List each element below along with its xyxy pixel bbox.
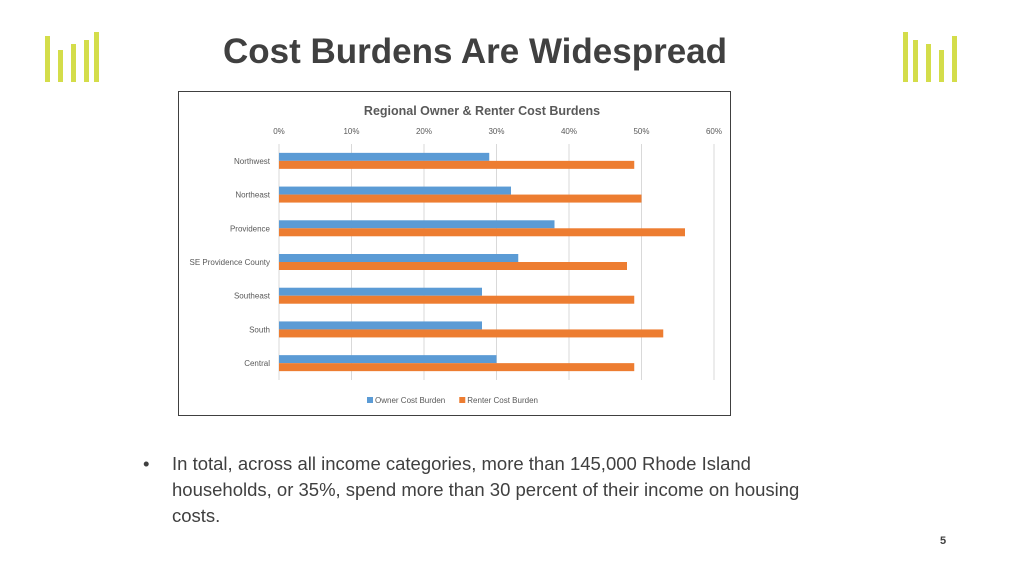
legend-swatch <box>459 397 466 403</box>
x-tick-label: 20% <box>416 127 432 136</box>
bar-renter <box>279 295 635 304</box>
legend-label: Renter Cost Burden <box>467 396 538 405</box>
x-tick-label: 60% <box>706 127 722 136</box>
category-label: South <box>249 325 270 334</box>
category-labels: Northwest Northeast Providence SE Providenc… <box>190 157 271 368</box>
chart-title: Regional Owner & Renter Cost Burdens <box>364 104 600 118</box>
bar-renter <box>279 160 635 169</box>
chart-bars <box>279 152 685 372</box>
bar-renter <box>279 329 664 338</box>
category-label: Providence <box>230 224 271 233</box>
x-tick-label: 30% <box>488 127 504 136</box>
bar-owner <box>279 321 482 330</box>
legend-label: Owner Cost Burden <box>375 396 445 405</box>
x-tick-label: 50% <box>633 127 649 136</box>
x-tick-label: 0% <box>273 127 285 136</box>
bar-logo-icon <box>45 32 99 82</box>
bar-owner <box>279 220 555 229</box>
bar-owner <box>279 152 490 161</box>
chart-frame: Regional Owner & Renter Cost Burdens 0% 1… <box>178 91 731 416</box>
bullet-text: In total, across all income categories, … <box>172 453 800 526</box>
bar-renter <box>279 228 685 237</box>
category-label: Southeast <box>234 292 271 301</box>
category-label: Northwest <box>234 157 271 166</box>
category-label: SE Providence County <box>190 258 271 267</box>
legend-swatch <box>367 397 373 403</box>
bar-renter <box>279 194 642 203</box>
category-label: Central <box>244 359 270 368</box>
bar-renter <box>279 363 635 372</box>
bar-owner <box>279 186 511 195</box>
x-tick-label: 40% <box>561 127 577 136</box>
bar-owner <box>279 254 519 262</box>
page-number: 5 <box>940 535 947 547</box>
bar-owner <box>279 287 482 296</box>
x-tick-label: 10% <box>343 127 359 136</box>
logo-bars <box>903 32 957 82</box>
bar-logo-icon <box>903 32 957 82</box>
bar-owner <box>279 355 497 364</box>
bar-chart: Regional Owner & Renter Cost Burdens 0% 1… <box>190 104 723 405</box>
bar-renter <box>279 262 627 270</box>
bullet-marker: • <box>143 453 150 474</box>
category-label: Northeast <box>235 191 270 200</box>
page-title: Cost Burdens Are Widespread <box>222 32 728 71</box>
logo-bars <box>45 32 99 82</box>
chart-legend: Owner Cost Burden Renter Cost Burden <box>367 396 538 405</box>
x-axis-tick-labels: 0% 10% 20% 30% 40% 50% 60% <box>273 127 722 136</box>
